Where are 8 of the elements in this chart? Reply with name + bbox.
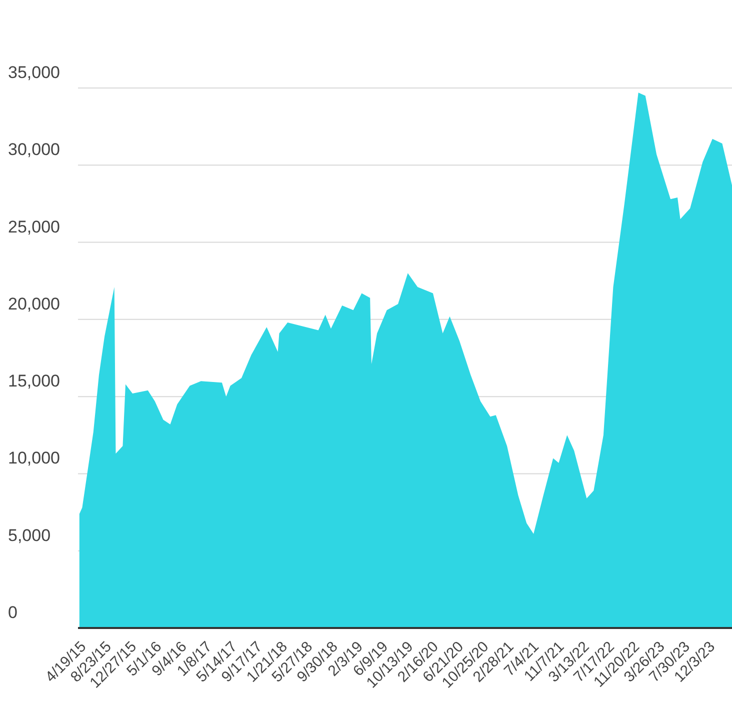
y-tick-label: 30,000 [8, 140, 60, 160]
y-tick-label: 25,000 [8, 217, 60, 236]
y-tick-label: 35,000 [8, 63, 60, 82]
y-tick-label: 10,000 [8, 448, 60, 468]
y-tick-label: 0 [8, 603, 18, 622]
y-tick-label: 20,000 [8, 294, 60, 314]
y-tick-label: 15,000 [8, 372, 60, 391]
y-tick-label: 5,000 [8, 526, 51, 545]
